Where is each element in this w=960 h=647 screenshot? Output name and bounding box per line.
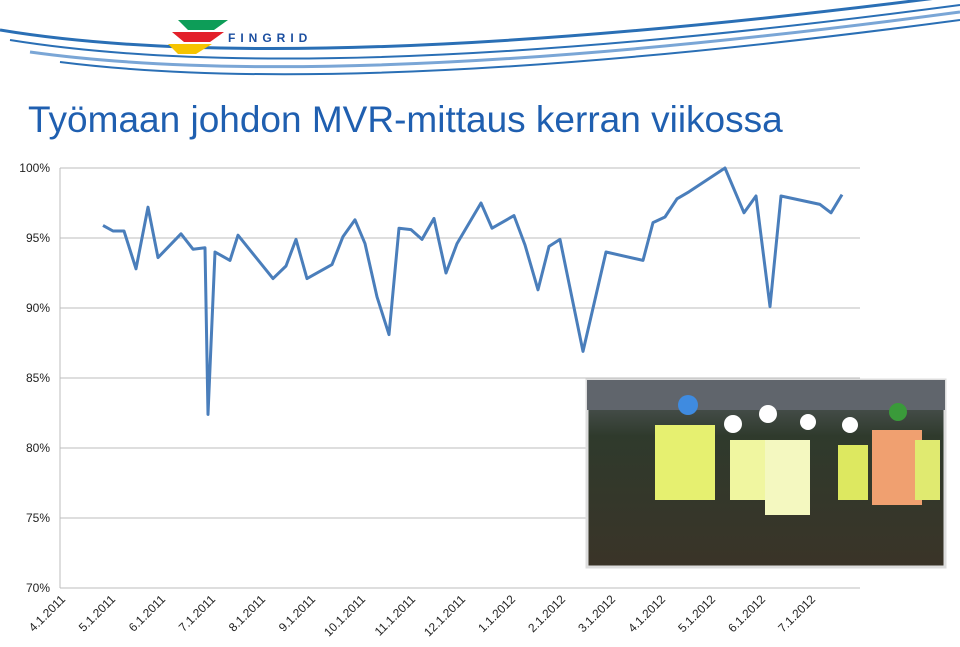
- logo-text: FINGRID: [228, 31, 312, 45]
- x-tick-label: 8.1.2011: [226, 592, 269, 635]
- photo: [585, 378, 947, 569]
- x-tick-label: 5.1.2011: [76, 592, 119, 635]
- swooshes: [0, 0, 960, 76]
- x-tick-label: 12.1.2011: [421, 592, 468, 639]
- y-tick-label: 85%: [26, 371, 50, 385]
- x-tick-label: 4.1.2011: [26, 592, 69, 635]
- data-line: [102, 166, 844, 416]
- y-tick-label: 80%: [26, 441, 50, 455]
- y-tick-label: 90%: [26, 301, 50, 315]
- y-tick-label: 100%: [19, 161, 50, 175]
- x-tick-label: 10.1.2011: [321, 592, 368, 639]
- y-tick-label: 75%: [26, 511, 50, 525]
- x-tick-label: 6.1.2011: [126, 592, 169, 635]
- x-tick-label: 1.1.2012: [475, 592, 518, 635]
- x-tick-label: 6.1.2012: [725, 592, 768, 635]
- x-tick-label: 3.1.2012: [575, 592, 618, 635]
- y-tick-label: 95%: [26, 231, 50, 245]
- chart-title: Työmaan johdon MVR-mittaus kerran viikos…: [28, 99, 783, 140]
- logo: FINGRID: [168, 20, 312, 54]
- x-tick-label: 9.1.2011: [276, 592, 319, 635]
- x-tick-label: 7.1.2012: [775, 592, 818, 635]
- x-tick-label: 4.1.2012: [625, 592, 668, 635]
- x-tick-label: 11.1.2011: [372, 592, 419, 639]
- x-tick-label: 2.1.2012: [525, 592, 568, 635]
- y-tick-label: 70%: [26, 581, 50, 595]
- x-tick-label: 7.1.2011: [176, 592, 219, 635]
- x-tick-label: 5.1.2012: [675, 592, 718, 635]
